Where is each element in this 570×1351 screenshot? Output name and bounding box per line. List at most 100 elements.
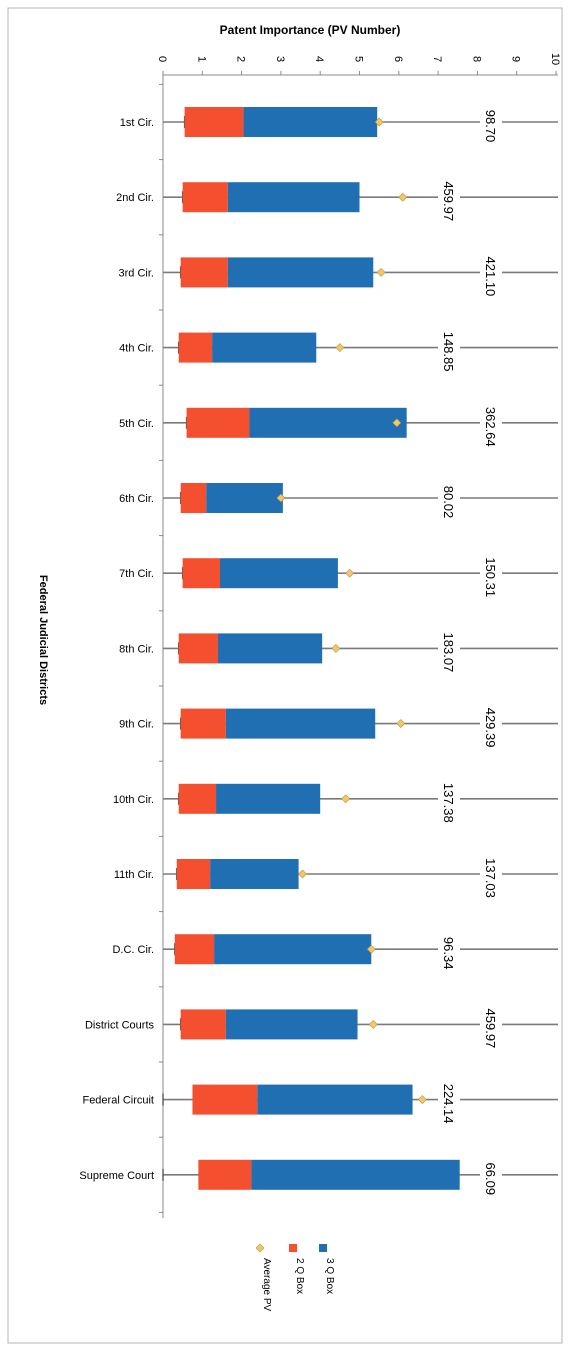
category-label: District Courts xyxy=(85,1019,155,1031)
box-3q xyxy=(214,934,372,965)
box-3q xyxy=(243,107,378,137)
box-3q xyxy=(219,558,338,589)
box-2q xyxy=(180,257,228,288)
x-tick-label: 4 xyxy=(313,56,325,62)
chart-frame xyxy=(7,7,563,1344)
box-2q xyxy=(186,407,250,438)
legend-label: 3 Q Box xyxy=(324,1258,335,1294)
max-value-label: 459.97 xyxy=(441,181,456,221)
legend-swatch xyxy=(319,1244,327,1252)
max-value-label: 421.10 xyxy=(483,257,498,297)
max-label-bg xyxy=(480,695,502,760)
max-label-bg xyxy=(438,169,460,234)
max-value-label: 429.39 xyxy=(483,708,498,748)
box-3q xyxy=(227,257,374,288)
box-3q xyxy=(249,407,407,438)
x-tick-label: 2 xyxy=(235,56,247,62)
box-3q xyxy=(225,1009,358,1040)
average-marker xyxy=(341,794,351,804)
box-2q xyxy=(192,1084,258,1115)
max-value-label: 98.70 xyxy=(483,110,498,143)
category-label: 4th Cir. xyxy=(119,343,154,355)
max-label-bg xyxy=(438,319,460,384)
max-value-label: 362.64 xyxy=(483,407,498,447)
boxes xyxy=(174,107,460,1190)
box-3q xyxy=(218,633,323,664)
box-2q xyxy=(180,708,226,739)
max-value-label: 148.85 xyxy=(441,332,456,372)
category-labels: 1st Cir. 2nd Cir. 3rd Cir. 4th Cir. 5th Cir.… xyxy=(79,117,154,1182)
max-value-label: 183.07 xyxy=(441,633,456,673)
x-tick-label: 10 xyxy=(549,53,561,65)
box-3q xyxy=(216,783,321,814)
box-2q xyxy=(180,483,207,513)
box-2q xyxy=(198,1159,252,1190)
box-2q xyxy=(178,783,217,814)
average-marker xyxy=(335,343,345,353)
legend-swatch xyxy=(255,1243,265,1253)
max-label-bg xyxy=(480,996,502,1061)
category-label: 6th Cir. xyxy=(119,493,154,505)
max-value-label: 80.02 xyxy=(441,486,456,519)
legend-label: Average PV xyxy=(261,1258,272,1312)
x-tick-label: 8 xyxy=(470,56,482,62)
x-tick-label: 5 xyxy=(353,56,365,62)
max-label-bg xyxy=(438,620,460,685)
max-label-bg xyxy=(480,846,502,910)
average-marker xyxy=(298,869,307,879)
x-tick-label: 0 xyxy=(156,56,168,62)
legend: 3 Q Box 2 Q Box Average PV xyxy=(255,1243,335,1312)
box-2q xyxy=(178,332,213,363)
category-label: 10th Cir. xyxy=(113,794,154,806)
average-marker xyxy=(417,1095,427,1105)
max-label-bg xyxy=(480,1146,502,1211)
average-marker xyxy=(396,719,406,729)
max-label-bg xyxy=(480,244,502,309)
average-marker xyxy=(368,1019,378,1029)
box-3q xyxy=(225,708,376,739)
max-value-label: 150.31 xyxy=(483,557,498,597)
x-tick-label: 6 xyxy=(392,56,404,62)
category-label: D.C. Cir. xyxy=(112,944,154,956)
average-marker xyxy=(366,944,376,954)
max-label-bg xyxy=(480,545,502,610)
box-2q xyxy=(176,859,211,889)
category-label: Federal Circuit xyxy=(82,1095,154,1107)
average-marker xyxy=(331,643,341,653)
average-marker xyxy=(376,267,386,277)
max-label-bg xyxy=(438,770,460,835)
average-marker xyxy=(398,192,408,202)
y-axis-title: Federal Judicial Districts xyxy=(37,575,49,705)
average-marker xyxy=(345,568,355,578)
category-label: 8th Cir. xyxy=(119,643,154,655)
box-3q xyxy=(206,483,283,513)
x-tick-label: 3 xyxy=(274,56,286,62)
box-2q xyxy=(182,182,228,213)
box-2q xyxy=(184,107,244,137)
box-2q xyxy=(182,558,220,589)
box-3q xyxy=(210,859,299,889)
legend-swatch xyxy=(289,1244,297,1252)
max-value-label: 66.09 xyxy=(483,1163,498,1196)
category-label: 9th Cir. xyxy=(119,719,154,731)
box-3q xyxy=(212,332,317,363)
box-3q xyxy=(257,1084,413,1115)
max-label-bg xyxy=(438,1071,460,1136)
box-2q xyxy=(174,934,215,965)
max-label-bg xyxy=(438,921,460,986)
category-label: 11th Cir. xyxy=(114,869,154,881)
box-2q xyxy=(180,1009,226,1040)
max-value-label: 96.34 xyxy=(441,937,456,970)
max-label-bg xyxy=(438,470,460,534)
x-tick-label: 1 xyxy=(195,56,207,62)
box-3q xyxy=(227,182,360,213)
category-label: 5th Cir. xyxy=(119,418,154,430)
chart-title: Patent Importance (PV Number) xyxy=(220,23,401,37)
box-3q xyxy=(251,1159,460,1190)
max-value-label: 459.97 xyxy=(483,1009,498,1049)
x-tick-label: 7 xyxy=(431,56,443,62)
max-labels: 98.70 459.97 421.10 148.85 362.64 80.02 150.31… xyxy=(438,94,502,1211)
max-label-bg xyxy=(480,94,502,158)
average-marker xyxy=(276,493,286,503)
